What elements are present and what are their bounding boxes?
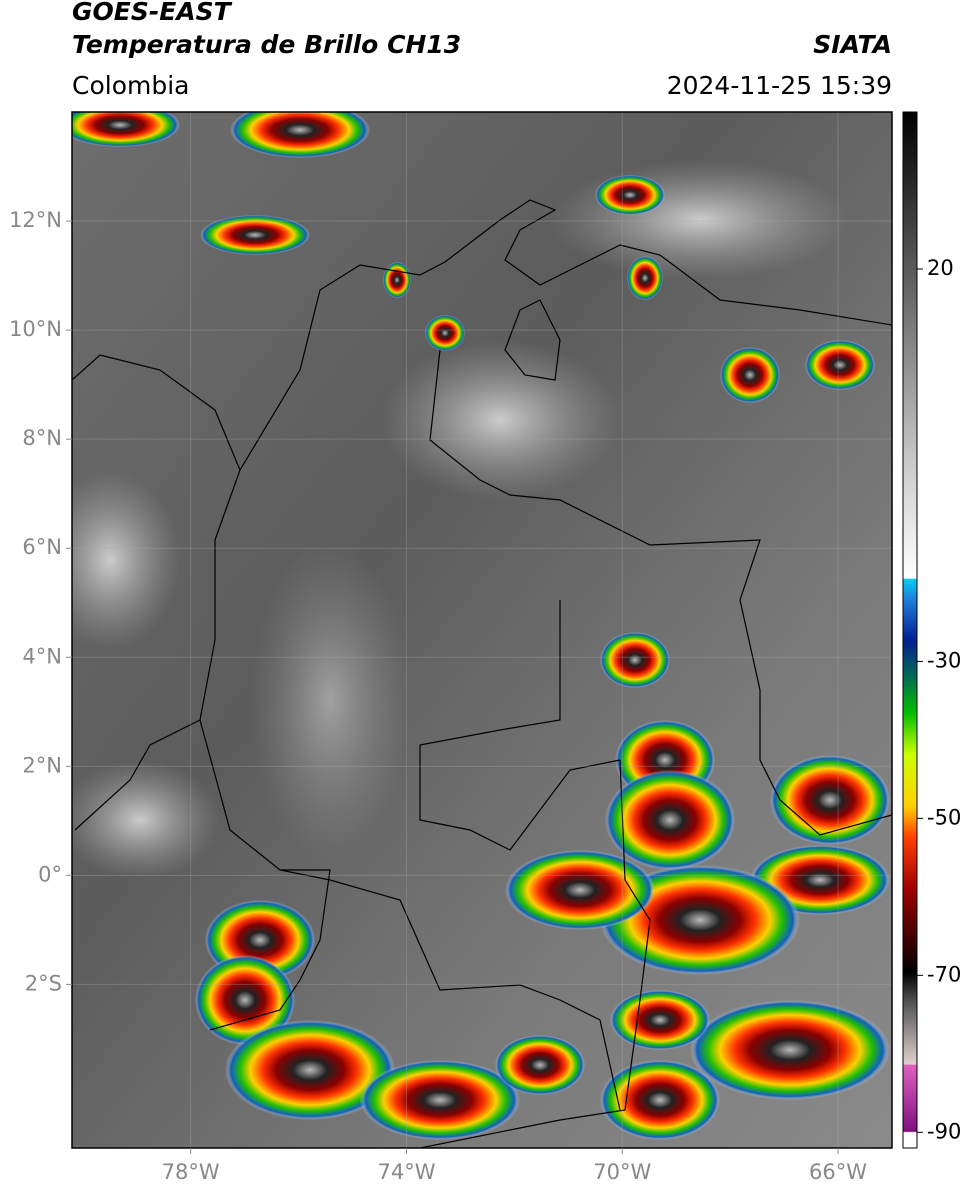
borders [72, 199, 892, 1148]
region: Colombia [72, 71, 189, 100]
y-tick-label: 0° [38, 862, 62, 886]
storm-cells [72, 112, 890, 1140]
colorbar-tick-label: -50 [927, 805, 961, 829]
y-tick-label: 2°N [22, 753, 62, 777]
x-tick-label: 66°W [809, 1160, 867, 1184]
colorbar-tick-label: 20 [927, 256, 954, 280]
title: GOES-EAST [72, 0, 233, 26]
colorbar-tick-label: -70 [927, 962, 961, 986]
satellite-image [72, 112, 892, 1148]
subtitle: Temperatura de Brillo CH13 [72, 30, 461, 59]
y-tick-label: 6°N [22, 535, 62, 559]
y-tick-label: 2°S [25, 971, 62, 995]
map-frame [71, 111, 893, 1149]
colorbar-tick-label: -90 [927, 1119, 961, 1143]
timestamp: 2024-11-25 15:39 [667, 71, 892, 100]
x-tick-label: 70°W [593, 1160, 651, 1184]
y-tick-label: 10°N [9, 317, 62, 341]
organization: SIATA [813, 30, 892, 59]
y-tick-label: 8°N [22, 426, 62, 450]
x-tick-label: 74°W [377, 1160, 435, 1184]
x-tick-label: 78°W [162, 1160, 220, 1184]
colorbar [902, 111, 918, 1149]
colorbar-tick-label: -30 [927, 648, 961, 672]
y-tick-label: 12°N [9, 208, 62, 232]
y-tick-label: 4°N [22, 644, 62, 668]
